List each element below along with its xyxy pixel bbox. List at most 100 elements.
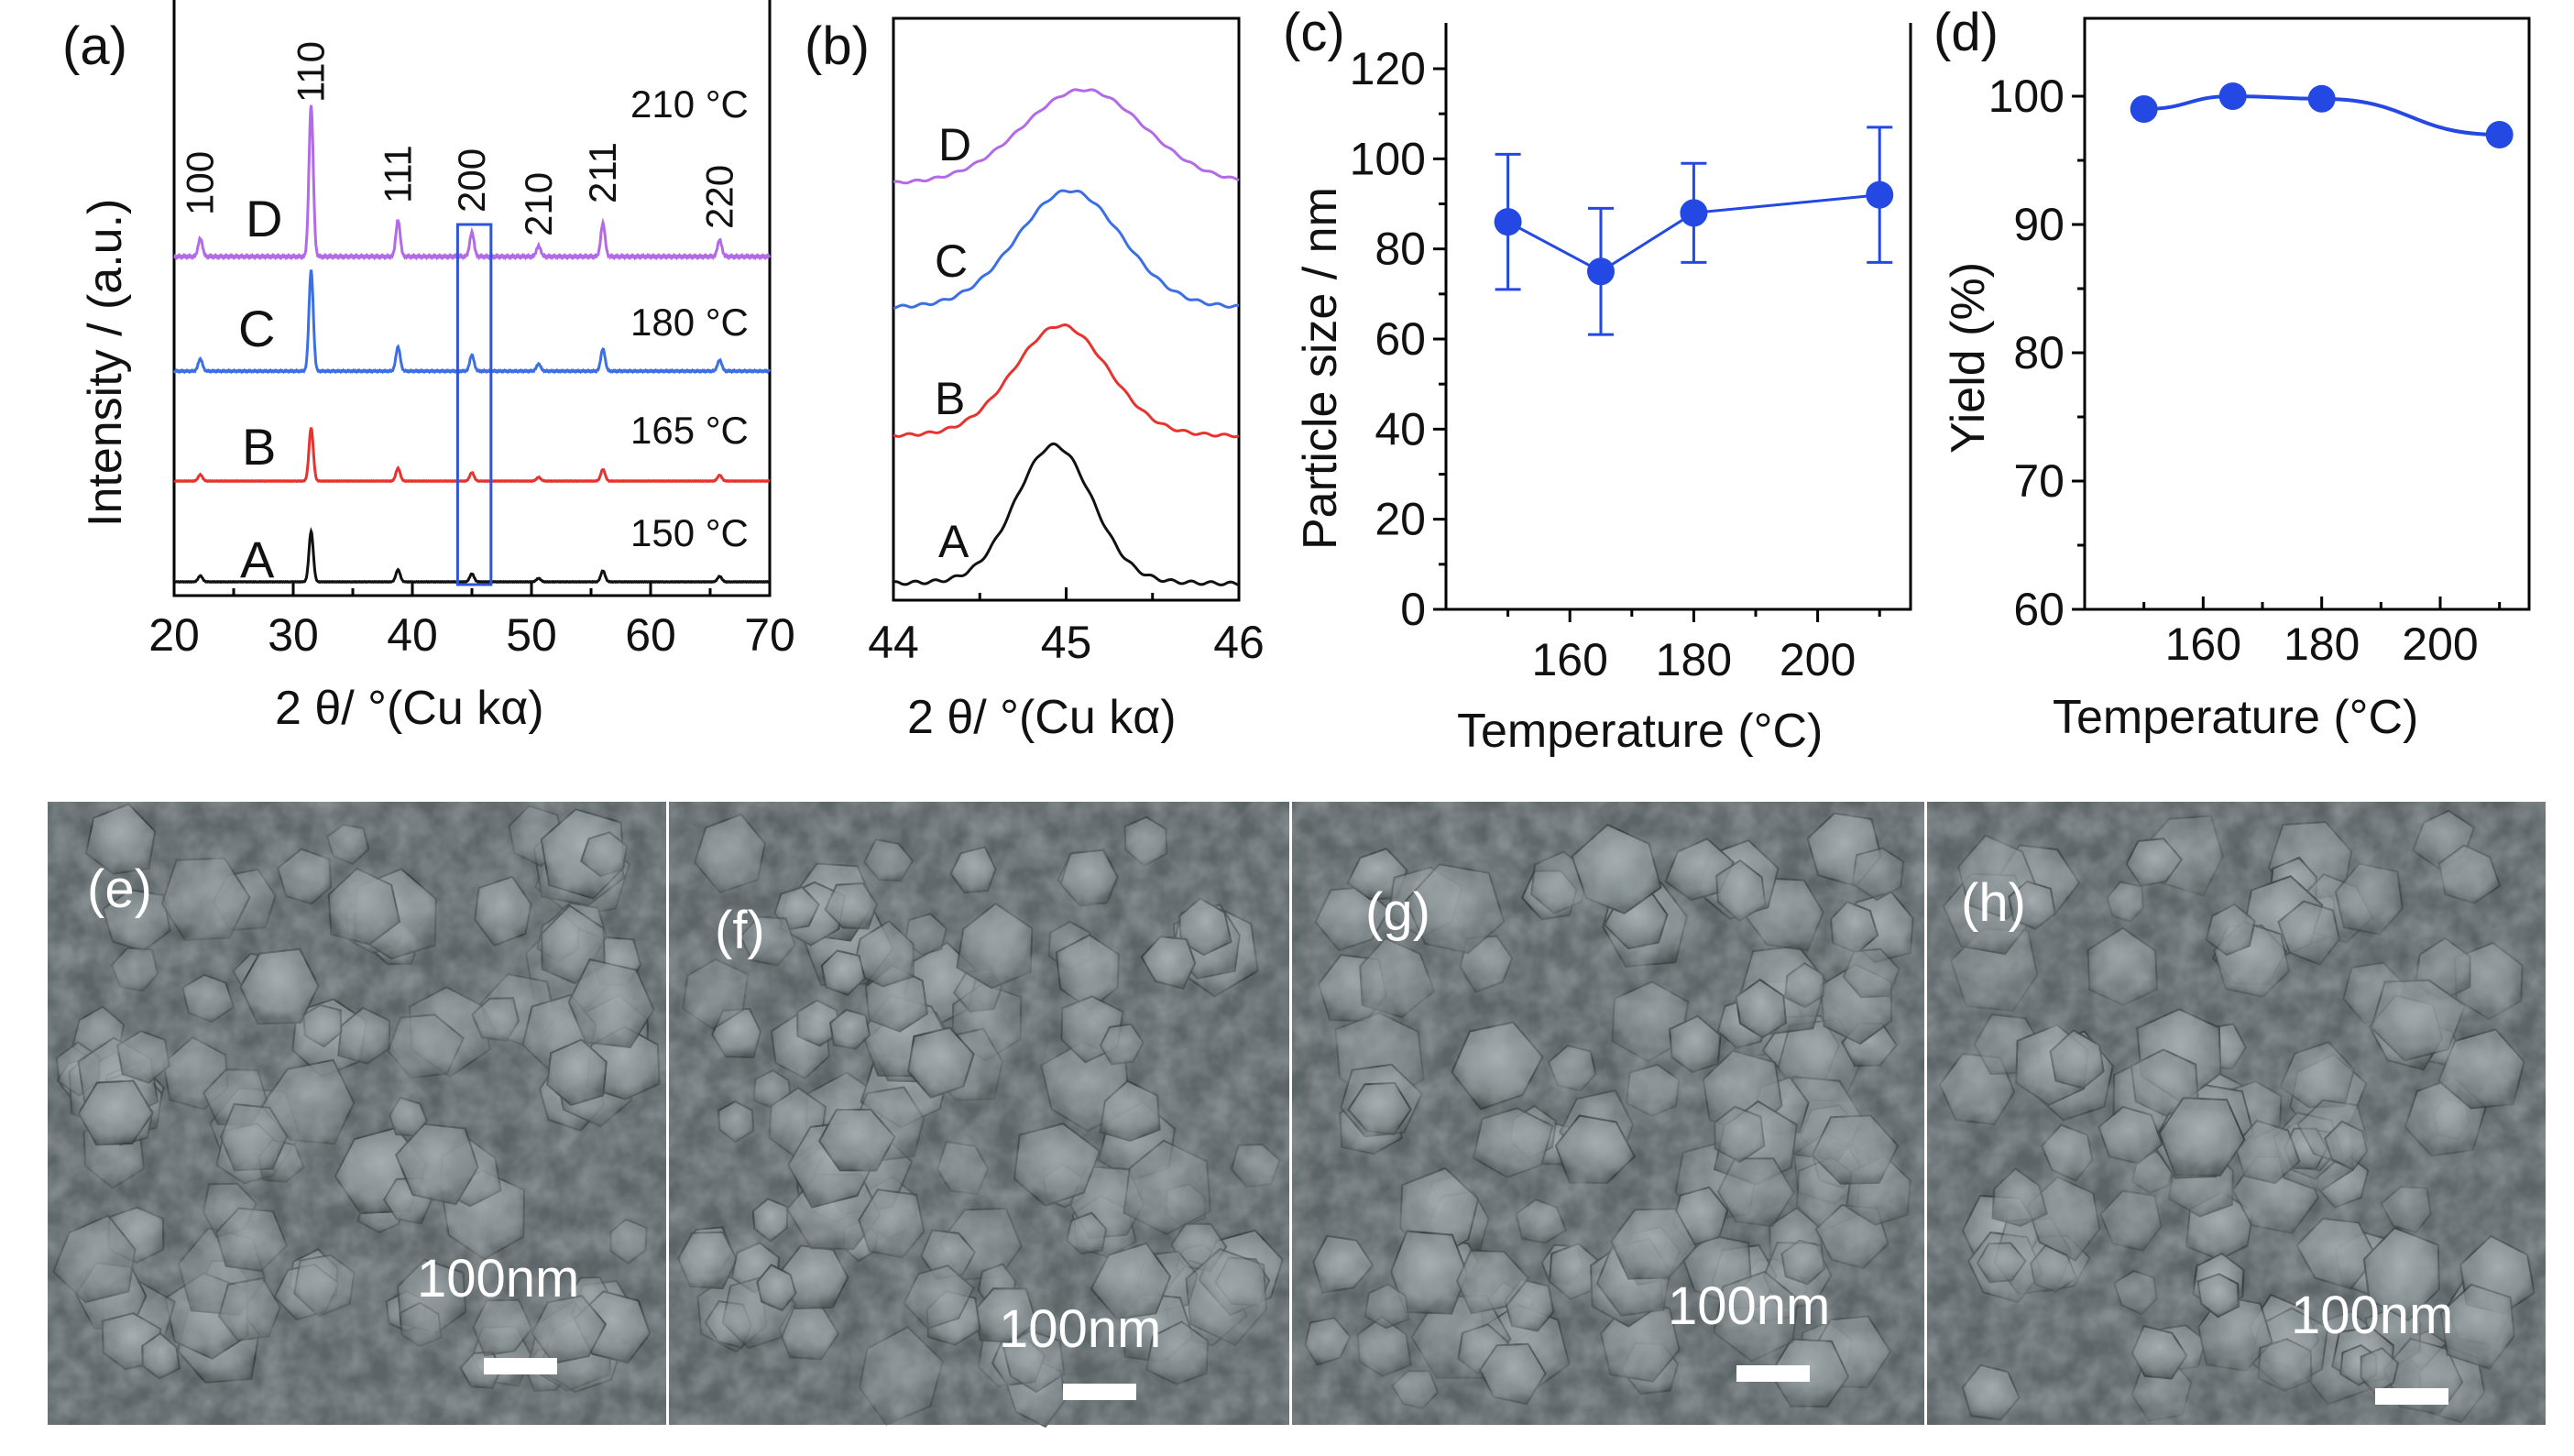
panel-c-ytick-label: 120 — [1350, 43, 1426, 94]
sem-h-scale-text: 100nm — [2291, 1286, 2453, 1345]
yield-point — [2218, 82, 2247, 110]
b-label-c: C — [935, 235, 968, 287]
sem-e-texture — [48, 802, 666, 1425]
hkl-label-100: 100 — [179, 151, 222, 215]
panel-a-xtick-label: 70 — [744, 609, 795, 661]
panel-a-labels: D C B A 210 °C 180 °C 165 °C 150 °C — [238, 82, 749, 588]
hkl-label-111: 111 — [376, 145, 419, 203]
panel-a-curves: 100 110 111 200 210 211 220 — [172, 41, 772, 586]
panel-c-ytick-label: 100 — [1350, 133, 1426, 184]
panel-c-ytick-label: 60 — [1375, 313, 1426, 365]
panel-d-plot — [2130, 82, 2514, 148]
particle-size-point — [1680, 199, 1708, 227]
sem-e-scalebar — [484, 1358, 557, 1374]
sem-g-texture — [1292, 802, 1924, 1425]
panel-c-axes: 0 20 40 60 80 100 120 160 180 200 — [1350, 23, 1912, 685]
panel-b: (b) 44 45 46 D C B A 2 θ/ °(Cu kα) — [805, 16, 1265, 744]
panel-d-frame — [2083, 16, 2531, 611]
panel-a-axes: 20 30 40 50 60 70 — [148, 0, 795, 661]
panel-d-xtick-label: 200 — [2402, 619, 2478, 670]
panel-c-ytick-label: 80 — [1375, 224, 1426, 275]
curve-label-d: D — [246, 190, 282, 247]
sem-e-scale-text: 100nm — [417, 1249, 579, 1308]
panel-c-ytick-label: 40 — [1375, 403, 1426, 454]
panel-b-axes: 44 45 46 — [868, 16, 1265, 668]
panel-d-ytick-label: 80 — [2013, 327, 2065, 378]
yield-point — [2307, 84, 2336, 113]
hkl-label-110: 110 — [290, 41, 333, 103]
sem-e-label: (e) — [87, 859, 152, 919]
sem-f-label: (f) — [715, 901, 765, 960]
sem-g-scalebar — [1736, 1365, 1810, 1382]
particle-size-point — [1866, 181, 1894, 209]
panel-c-ytick-label: 20 — [1375, 494, 1426, 545]
panel-a-label: (a) — [62, 16, 127, 76]
xrd-curve-c — [172, 269, 772, 375]
panel-b-curves — [893, 88, 1240, 586]
panel-d-ytick-label: 90 — [2013, 199, 2065, 250]
sem-panel-f: (f) 100nm — [669, 802, 1289, 1429]
panel-d-xlabel: Temperature (°C) — [2053, 691, 2418, 744]
particle-size-point — [1587, 257, 1615, 286]
b-curve-a — [893, 442, 1240, 586]
sem-g-label: (g) — [1365, 882, 1430, 942]
panel-c-xlabel: Temperature (°C) — [1457, 705, 1823, 758]
sem-f-texture — [669, 802, 1289, 1425]
hkl-label-200: 200 — [450, 148, 493, 213]
panel-c-xtick-label: 160 — [1531, 634, 1607, 685]
b-label-b: B — [935, 373, 965, 424]
sem-f-scalebar — [1063, 1384, 1136, 1400]
panel-a-xtick-label: 30 — [268, 609, 319, 661]
panel-d-label: (d) — [1933, 3, 1999, 62]
panel-d-ytick-label: 100 — [1988, 71, 2065, 122]
sem-g-scale-text: 100nm — [1668, 1276, 1830, 1336]
panel-d: (d) 60 70 80 90 100 160 180 200 Temperature (°C… — [1933, 3, 2531, 744]
sem-h-label: (h) — [1961, 873, 2026, 933]
panel-b-xtick-label: 45 — [1041, 617, 1092, 668]
panel-d-ylabel: Yield (%) — [1942, 262, 1995, 454]
panel-a-xlabel: 2 θ/ °(Cu kα) — [275, 682, 544, 735]
panel-a-xtick-label: 60 — [625, 609, 676, 661]
panel-c-xtick-label: 200 — [1780, 634, 1856, 685]
b-curve-c — [893, 189, 1240, 310]
panel-b-xtick-label: 46 — [1213, 617, 1265, 668]
sem-h-texture — [1927, 802, 2546, 1425]
temp-label-c: 180 °C — [630, 301, 749, 344]
hkl-label-210: 210 — [517, 172, 560, 236]
panel-d-xtick-label: 160 — [2165, 619, 2241, 670]
panel-a-ylabel: Intensity / (a.u.) — [79, 199, 132, 527]
particle-size-point — [1494, 208, 1522, 236]
panel-a-xtick-label: 50 — [506, 609, 557, 661]
panel-c-label: (c) — [1283, 3, 1345, 62]
panel-a-highlight-box — [455, 223, 493, 586]
temp-label-d: 210 °C — [630, 82, 749, 126]
panel-d-ytick-label: 60 — [2013, 584, 2065, 635]
xrd-curve-a — [173, 527, 771, 585]
b-curve-b — [893, 323, 1240, 439]
hkl-label-211: 211 — [581, 142, 624, 203]
sem-panel-e: (e) 100nm — [48, 802, 666, 1425]
xrd-curve-d — [173, 104, 772, 261]
sem-h-scalebar — [2375, 1388, 2448, 1405]
b-label-a: A — [938, 516, 969, 567]
panel-c-ytick-label: 0 — [1400, 584, 1426, 635]
particle-size-line — [1506, 193, 1880, 274]
panel-d-axes: 60 70 80 90 100 160 180 200 — [1988, 16, 2531, 670]
yield-point — [2130, 95, 2158, 123]
yield-point — [2485, 121, 2514, 148]
sem-f-scale-text: 100nm — [999, 1299, 1161, 1359]
b-curve-d — [893, 88, 1240, 185]
panel-b-xtick-label: 44 — [868, 617, 919, 668]
panel-d-xtick-label: 180 — [2284, 619, 2360, 670]
temp-label-b: 165 °C — [630, 409, 749, 452]
panel-b-frame — [892, 16, 1241, 602]
sem-panel-h: (h) 100nm — [1927, 802, 2546, 1425]
xrd-curve-b — [173, 427, 771, 484]
panel-c-ylabel: Particle size / nm — [1294, 187, 1347, 550]
yield-line — [2143, 93, 2500, 137]
panel-a-xtick-label: 20 — [148, 609, 200, 661]
curve-label-a: A — [240, 531, 275, 588]
sem-panel-g: (g) 100nm — [1292, 802, 1924, 1425]
panel-c-xtick-label: 180 — [1656, 634, 1732, 685]
hkl-label-220: 220 — [697, 165, 740, 229]
